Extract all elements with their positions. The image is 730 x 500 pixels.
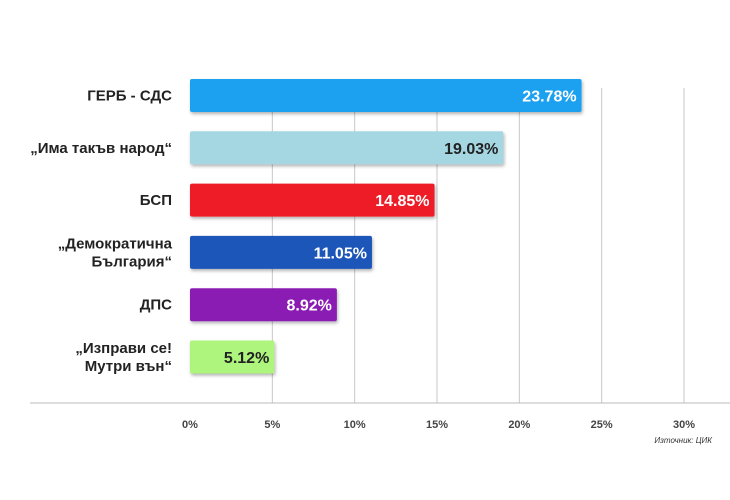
bars — [190, 79, 582, 374]
x-tick-label: 15% — [426, 419, 448, 431]
category-label: „Има такъв народ“ — [30, 140, 172, 157]
bar — [190, 131, 504, 165]
value-label: 23.78% — [522, 89, 576, 106]
x-tick-label: 5% — [264, 419, 280, 431]
x-tick-label: 25% — [591, 419, 613, 431]
x-tick-label: 30% — [673, 419, 695, 431]
value-label: 14.85% — [375, 193, 429, 210]
source-note: Източник: ЦИК — [654, 436, 713, 445]
category-label: ДПС — [140, 297, 172, 314]
category-label: „Изправи се! Мутри вън“ — [75, 340, 172, 375]
value-label: 11.05% — [314, 245, 367, 262]
bar — [190, 340, 275, 374]
x-tick-label: 20% — [508, 419, 530, 431]
category-labels: ГЕРБ - СДС „Има такъв народ“ БСП „Демократи… — [30, 88, 172, 376]
bar — [190, 79, 582, 112]
category-label: БСП — [140, 192, 172, 209]
value-label: 19.03% — [444, 141, 498, 158]
bar — [190, 288, 337, 322]
x-tick-labels: 0% 5% 10% 15% 20% 25% 30% — [182, 419, 695, 431]
category-label: ГЕРБ - СДС — [87, 88, 172, 105]
value-labels: 23.78% 19.03% 14.85% 11.05% 8.92% 5.12% — [224, 89, 577, 368]
x-tick-label: 0% — [182, 419, 198, 431]
bar — [190, 183, 435, 217]
category-label: „Демократична България“ — [58, 235, 173, 270]
value-label: 8.92% — [287, 298, 332, 315]
bar — [190, 235, 372, 269]
x-tick-label: 10% — [344, 419, 366, 431]
value-label: 5.12% — [224, 350, 269, 367]
